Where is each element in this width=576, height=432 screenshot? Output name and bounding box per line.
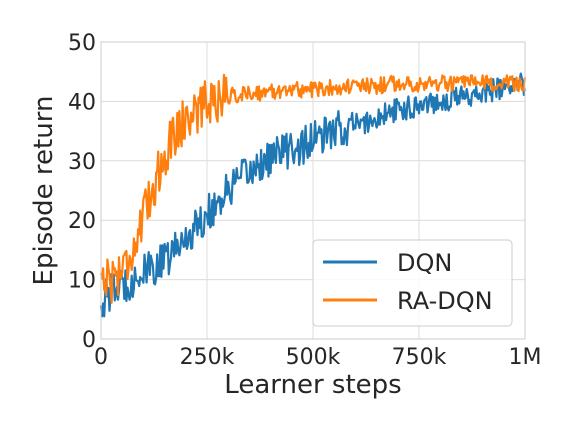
legend: DQN RA-DQN (312, 239, 513, 327)
y-tick-label-2: 20 (68, 209, 96, 234)
x-tick-label-0: 0 (94, 345, 108, 370)
x-axis-title: Learner steps (224, 370, 401, 400)
legend-label-ra-dqn: RA-DQN (397, 287, 493, 315)
x-tick-label-2: 500k (286, 345, 341, 370)
legend-label-dqn: DQN (397, 249, 452, 277)
series-line-dqn (99, 72, 527, 318)
tick-labels: 0 250k 500k 750k 1M 0 10 20 30 40 50 (68, 31, 541, 370)
series-layer (99, 72, 527, 318)
y-tick-label-5: 50 (68, 31, 96, 56)
y-tick-label-3: 30 (68, 150, 96, 175)
y-axis-title: Episode return (29, 96, 59, 286)
y-tick-label-0: 0 (82, 328, 96, 353)
series-line-ra-dqn (99, 73, 527, 304)
plot-frame (100, 41, 526, 340)
x-tick-label-1: 250k (180, 345, 235, 370)
y-tick-label-1: 10 (68, 269, 96, 294)
y-tick-label-4: 40 (68, 90, 96, 115)
x-tick-label-3: 750k (392, 345, 447, 370)
x-tick-label-4: 1M (509, 345, 542, 370)
